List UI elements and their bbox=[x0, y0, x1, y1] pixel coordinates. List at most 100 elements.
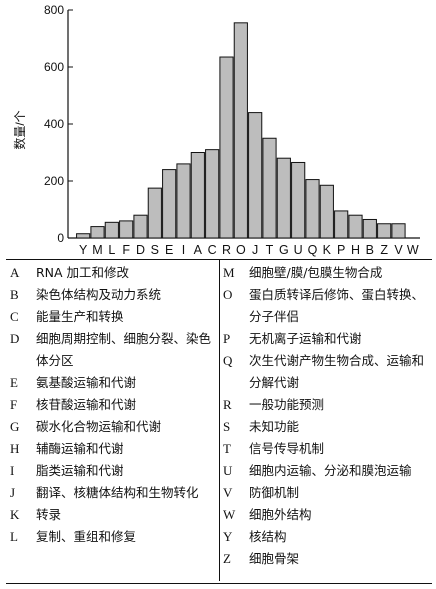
x-tick-label: L bbox=[108, 243, 115, 257]
legend-item-E: E 氨基酸运输和代谢 bbox=[10, 372, 220, 394]
x-tick-label: Q bbox=[308, 243, 318, 257]
legend-label: 翻译、核糖体结构和生物转化 bbox=[36, 485, 199, 500]
legend-label: 次生代谢产物生物合成、运输和分解代谢 bbox=[249, 353, 425, 390]
bar-M bbox=[90, 226, 105, 239]
legend-label: 氨基酸运输和代谢 bbox=[36, 375, 137, 390]
x-tick-label: Z bbox=[380, 243, 388, 257]
legend-label: 碳水化合物运输和代谢 bbox=[36, 419, 162, 434]
legend-label: 细胞周期控制、细胞分裂、染色体分区 bbox=[36, 331, 212, 368]
x-tick-label: R bbox=[222, 243, 231, 257]
bar-L bbox=[104, 221, 119, 239]
legend-item-S: S 未知功能 bbox=[223, 416, 433, 438]
x-tick-label: P bbox=[337, 243, 345, 257]
legend-code: P bbox=[223, 331, 231, 346]
legend-label: 无机离子运输和代谢 bbox=[249, 331, 362, 346]
x-tick-label: V bbox=[394, 243, 403, 257]
x-tick-label: G bbox=[279, 243, 289, 257]
legend-code: K bbox=[10, 507, 20, 522]
x-tick-label: S bbox=[151, 243, 159, 257]
bar-K bbox=[319, 184, 334, 239]
legend-code: H bbox=[10, 441, 20, 456]
legend-code: R bbox=[223, 397, 232, 412]
bar-O bbox=[233, 22, 248, 239]
x-tick-label: Y bbox=[79, 243, 88, 257]
bar-R bbox=[219, 56, 234, 239]
legend-label: 细胞外结构 bbox=[249, 507, 312, 522]
bar-V bbox=[391, 223, 406, 239]
bar-G bbox=[276, 157, 291, 239]
legend-item-P: P 无机离子运输和代谢 bbox=[223, 328, 433, 350]
y-tick-label: 0 bbox=[57, 231, 64, 245]
legend-code: L bbox=[10, 529, 18, 544]
x-tick-label: U bbox=[294, 243, 303, 257]
legend-item-O: O 蛋白质转译后修饰、蛋白转换、分子伴侣 bbox=[223, 284, 433, 328]
legend-label: 蛋白质转译后修饰、蛋白转换、分子伴侣 bbox=[249, 287, 425, 324]
legend-item-Q: Q 次生代谢产物生物合成、运输和分解代谢 bbox=[223, 350, 433, 394]
legend-item-H: H 辅酶运输和代谢 bbox=[10, 438, 220, 460]
x-tick-label: T bbox=[266, 243, 274, 257]
x-tick-label: C bbox=[208, 243, 217, 257]
legend-item-U: U 细胞内运输、分泌和膜泡运输 bbox=[223, 460, 433, 482]
bar-D bbox=[133, 214, 148, 239]
legend-label: 细胞壁/膜/包膜生物合成 bbox=[249, 265, 383, 280]
legend-code: F bbox=[10, 397, 18, 412]
bar-E bbox=[162, 169, 177, 239]
legend-item-T: T 信号传导机制 bbox=[223, 438, 433, 460]
bar-U bbox=[291, 161, 306, 239]
legend-item-Z: Z 细胞骨架 bbox=[223, 548, 433, 570]
legend-item-L: L 复制、重组和修复 bbox=[10, 526, 220, 548]
legend-label: 辅酶运输和代谢 bbox=[36, 441, 124, 456]
legend-code: Y bbox=[223, 529, 233, 544]
legend-bottom-rule bbox=[6, 583, 432, 584]
x-tick-label: E bbox=[165, 243, 173, 257]
legend-label: 染色体结构及动力系统 bbox=[36, 287, 162, 302]
legend-label: 细胞骨架 bbox=[249, 551, 300, 566]
legend-item-R: R 一般功能预测 bbox=[223, 394, 433, 416]
bar-S bbox=[147, 187, 162, 239]
legend-label: 核苷酸运输和代谢 bbox=[36, 397, 137, 412]
x-tick-label: J bbox=[252, 243, 258, 257]
x-tick-label: D bbox=[136, 243, 145, 257]
legend-code: W bbox=[223, 507, 236, 522]
legend-item-I: I 脂类运输和代谢 bbox=[10, 460, 220, 482]
bar-P bbox=[334, 210, 349, 239]
legend-code: D bbox=[10, 331, 20, 346]
legend-code: Z bbox=[223, 551, 231, 566]
y-tick-label: 600 bbox=[44, 60, 64, 74]
y-axis-label: 数量/个 bbox=[12, 110, 27, 149]
legend-label: 一般功能预测 bbox=[249, 397, 325, 412]
legend-label: 转录 bbox=[36, 507, 62, 522]
bar-H bbox=[348, 214, 363, 239]
legend-label: 脂类运输和代谢 bbox=[36, 463, 124, 478]
legend-code: S bbox=[223, 419, 231, 434]
legend-code: T bbox=[223, 441, 231, 456]
legend-code: Q bbox=[223, 353, 233, 368]
legend-column-divider bbox=[219, 259, 220, 581]
category-legend: A RNA 加工和修改 B 染色体结构及动力系统 C 能量生产和转换 D 细胞周期控制、细胞分… bbox=[6, 259, 433, 584]
legend-code: U bbox=[223, 463, 233, 478]
bar-F bbox=[119, 220, 134, 239]
legend-code: J bbox=[10, 485, 16, 500]
legend-item-F: F 核苷酸运输和代谢 bbox=[10, 394, 220, 416]
x-tick-label: I bbox=[182, 243, 185, 257]
y-tick-label: 200 bbox=[44, 174, 64, 188]
legend-code: V bbox=[223, 485, 233, 500]
legend-code: A bbox=[10, 265, 20, 280]
legend-item-J: J 翻译、核糖体结构和生物转化 bbox=[10, 482, 220, 504]
legend-item-K: K 转录 bbox=[10, 504, 220, 526]
legend-label: RNA 加工和修改 bbox=[36, 265, 130, 280]
legend-label: 防御机制 bbox=[249, 485, 300, 500]
legend-item-D: D 细胞周期控制、细胞分裂、染色体分区 bbox=[10, 328, 220, 372]
bar-I bbox=[176, 163, 191, 239]
legend-label: 复制、重组和修复 bbox=[36, 529, 137, 544]
x-tick-label: W bbox=[407, 243, 419, 257]
bar-Z bbox=[377, 223, 392, 239]
bar-T bbox=[262, 137, 277, 239]
y-tick-label: 400 bbox=[44, 117, 64, 131]
legend-item-V: V 防御机制 bbox=[223, 482, 433, 504]
legend-item-G: G 碳水化合物运输和代谢 bbox=[10, 416, 220, 438]
legend-code: G bbox=[10, 419, 20, 434]
legend-item-Y: Y 核结构 bbox=[223, 526, 433, 548]
